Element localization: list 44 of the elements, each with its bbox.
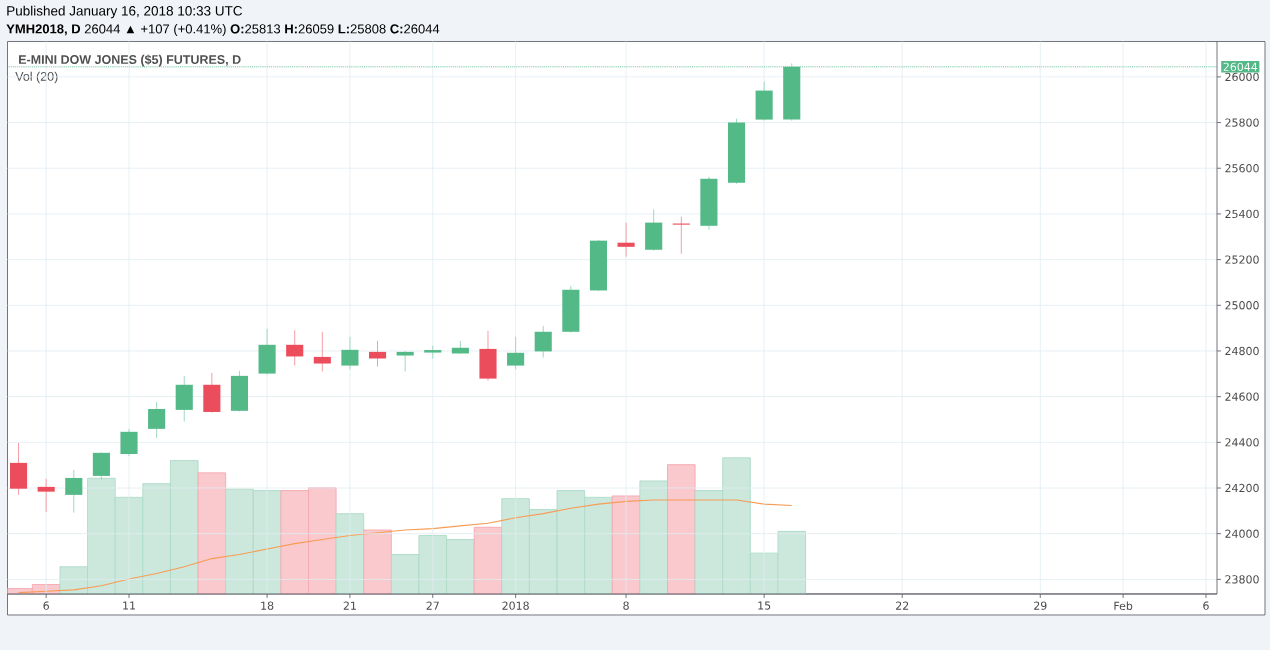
- candlestick: [368, 340, 387, 367]
- x-tick-label: 11: [123, 601, 135, 610]
- text: E-MINI DOW JONES ($5) FUTURES, D: [19, 54, 241, 67]
- y-tick-label: 24200: [1225, 483, 1259, 493]
- bar: [639, 480, 668, 594]
- candlestick: [65, 469, 83, 514]
- y-tick-label: 24000: [1225, 529, 1259, 538]
- candlestick: [396, 350, 414, 373]
- x-tick-label: 15: [758, 601, 771, 610]
- text: YMH2018, D 26044 ▲ +107 (+0.41%) O:25813 H:26059 L:25808 C:26044: [6, 23, 440, 37]
- x-tick-label: 22: [896, 601, 909, 610]
- x-tick-label: 21: [343, 601, 356, 610]
- chart-title: Vol (20): [15, 71, 58, 84]
- y-tick-label: 24400: [1225, 438, 1259, 447]
- y-tick-label: 24600: [1225, 392, 1259, 401]
- y-tick-label: 25200: [1225, 255, 1259, 264]
- candlestick: [534, 325, 552, 359]
- candlestick: [120, 428, 138, 457]
- y-tick-label: 25800: [1225, 118, 1259, 127]
- candlestick: [507, 336, 525, 370]
- y-tick-label: 25600: [1225, 164, 1259, 173]
- y-tick-label: 23800: [1225, 575, 1259, 584]
- y-tick-label: 25000: [1225, 301, 1259, 310]
- x-tick-label: 6: [1203, 601, 1209, 610]
- x-tick-label: 6: [43, 601, 49, 610]
- candlestick: [617, 222, 635, 258]
- y-tick-label: 26000: [1225, 72, 1259, 82]
- bar: [667, 464, 696, 594]
- y-tick-label: 25400: [1225, 209, 1259, 219]
- candlestick: [286, 329, 304, 367]
- candlestick: [313, 331, 331, 373]
- x-tick-label: Feb: [1114, 601, 1133, 611]
- candlestick: [37, 478, 55, 513]
- candlestick: [148, 401, 166, 439]
- ref-line-label: 26044: [1223, 62, 1258, 71]
- text: Published January 16, 2018 10:33 UTC: [7, 5, 243, 19]
- y-tick-label: 24800: [1225, 346, 1259, 356]
- x-tick-label: 29: [1034, 601, 1047, 610]
- candlestick: [341, 336, 359, 370]
- x-tick-label: 2018: [502, 601, 529, 610]
- candlestick: [92, 451, 110, 481]
- x-tick-label: 27: [426, 601, 439, 610]
- x-tick-label: 18: [261, 601, 274, 610]
- x-tick-label: 8: [623, 601, 629, 610]
